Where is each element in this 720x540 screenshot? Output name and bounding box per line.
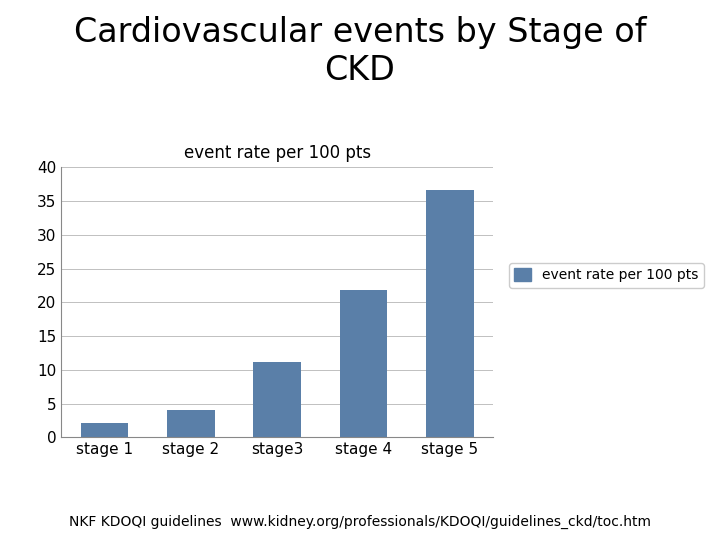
Bar <box>340 291 387 437</box>
Text: event rate per 100 pts: event rate per 100 pts <box>184 144 371 162</box>
Bar <box>253 362 301 437</box>
Text: NKF KDOQI guidelines  www.kidney.org/professionals/KDOQI/guidelines_ckd/toc.htm: NKF KDOQI guidelines www.kidney.org/prof… <box>69 515 651 529</box>
Bar <box>167 410 215 437</box>
Text: Cardiovascular events by Stage of
CKD: Cardiovascular events by Stage of CKD <box>73 16 647 87</box>
Bar <box>81 422 128 437</box>
Legend: event rate per 100 pts: event rate per 100 pts <box>509 263 704 288</box>
Bar <box>426 191 474 437</box>
